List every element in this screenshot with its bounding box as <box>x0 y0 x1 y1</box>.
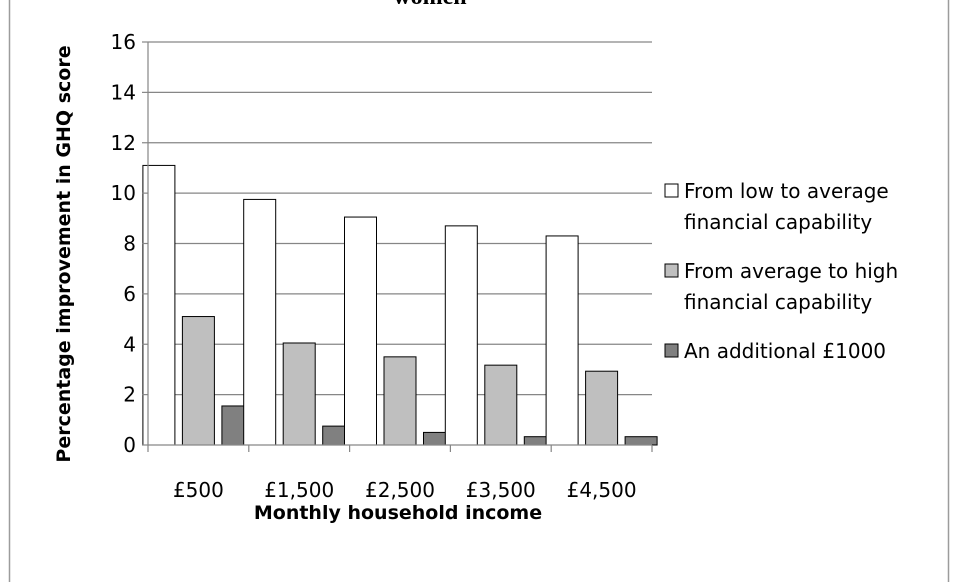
y-tick-label: 16 <box>111 30 136 54</box>
x-tick-label: £4,500 <box>567 478 637 502</box>
y-tick-label: 6 <box>123 282 136 306</box>
bar <box>344 216 377 446</box>
y-tick-label: 4 <box>123 332 136 356</box>
bar <box>243 198 277 446</box>
x-axis-title: Monthly household income <box>254 502 542 524</box>
y-tick-label: 14 <box>111 80 136 104</box>
y-tick-label: 8 <box>123 232 136 256</box>
bar <box>484 364 518 446</box>
legend-entry-text: From average to high <box>684 259 898 283</box>
y-axis-title: Percentage improvement in GHQ score <box>53 45 75 462</box>
bar <box>181 316 215 446</box>
axes: 0 2 4 6 8 10 12 14 16 £500 £1,500 £2,500 £3,500 £4,50… <box>111 30 653 502</box>
bar <box>383 356 417 446</box>
bar <box>585 370 619 446</box>
x-tick-label: £3,500 <box>466 478 536 502</box>
legend-entry-text: An additional £1000 <box>684 339 886 363</box>
bar <box>545 235 579 446</box>
y-tick-label: 10 <box>111 181 136 205</box>
legend-swatch <box>664 183 679 198</box>
legend-swatch <box>664 263 679 278</box>
bar <box>282 342 316 446</box>
y-tick-label: 2 <box>123 383 136 407</box>
legend: From low to average financial capability F… <box>664 179 898 363</box>
legend-swatch <box>664 343 679 358</box>
chart-title: women <box>300 0 560 11</box>
legend-entry-text: From low to average <box>684 179 889 203</box>
x-tick-label: £500 <box>173 478 224 502</box>
y-tick-label: 12 <box>111 131 136 155</box>
y-tick-label: 0 <box>123 433 136 457</box>
x-tick-label: £1,500 <box>264 478 334 502</box>
bar <box>624 436 658 446</box>
legend-entry-text: financial capability <box>684 290 872 314</box>
bar <box>444 225 478 446</box>
legend-entry-text: financial capability <box>684 210 872 234</box>
bars <box>142 164 658 446</box>
x-tick-label: £2,500 <box>365 478 435 502</box>
